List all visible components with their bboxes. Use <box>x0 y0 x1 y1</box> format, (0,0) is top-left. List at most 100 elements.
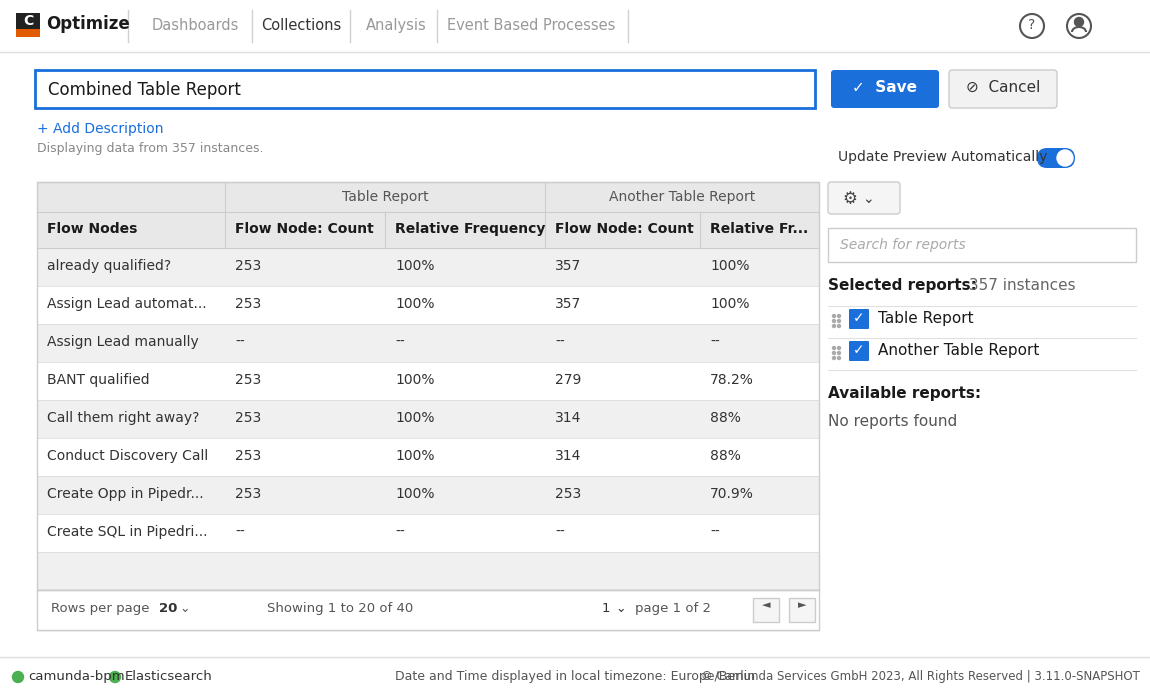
Text: Combined Table Report: Combined Table Report <box>48 81 240 99</box>
Circle shape <box>837 351 841 354</box>
Text: 253: 253 <box>235 297 261 311</box>
Bar <box>34 70 815 108</box>
Text: --: -- <box>710 525 720 539</box>
Text: 253: 253 <box>235 259 261 273</box>
Circle shape <box>833 325 836 328</box>
Text: 88%: 88% <box>710 449 741 463</box>
Text: Relative Fr...: Relative Fr... <box>710 222 808 236</box>
Text: Create Opp in Pipedr...: Create Opp in Pipedr... <box>47 487 204 501</box>
Text: BANT qualified: BANT qualified <box>47 373 150 387</box>
Bar <box>37 212 819 248</box>
Text: + Add Description: + Add Description <box>37 122 163 136</box>
Bar <box>37 182 819 212</box>
Text: 100%: 100% <box>394 259 435 273</box>
FancyBboxPatch shape <box>831 70 940 108</box>
Text: © Camunda Services GmbH 2023, All Rights Reserved | 3.11.0-SNAPSHOT: © Camunda Services GmbH 2023, All Rights… <box>702 670 1140 683</box>
Bar <box>37 552 819 590</box>
Text: Event Based Processes: Event Based Processes <box>447 18 615 33</box>
Text: Optimize: Optimize <box>46 15 130 33</box>
Text: No reports found: No reports found <box>828 414 957 429</box>
Text: Another Table Report: Another Table Report <box>608 190 756 204</box>
Text: Another Table Report: Another Table Report <box>877 343 1040 358</box>
Bar <box>37 590 819 630</box>
Bar <box>37 286 819 324</box>
Text: Showing 1 to 20 of 40: Showing 1 to 20 of 40 <box>267 602 413 615</box>
Text: 100%: 100% <box>710 259 750 273</box>
Text: 100%: 100% <box>394 449 435 463</box>
Text: 88%: 88% <box>710 411 741 425</box>
Text: Dashboards: Dashboards <box>152 18 239 33</box>
Text: ?: ? <box>1028 18 1036 32</box>
FancyBboxPatch shape <box>849 309 869 329</box>
Text: Table Report: Table Report <box>877 311 974 326</box>
Text: Call them right away?: Call them right away? <box>47 411 199 425</box>
Text: 357: 357 <box>555 297 581 311</box>
Text: 20: 20 <box>159 602 177 615</box>
Circle shape <box>1057 150 1073 166</box>
Text: ⌄: ⌄ <box>862 192 874 206</box>
Text: 253: 253 <box>235 449 261 463</box>
Bar <box>37 514 819 552</box>
FancyBboxPatch shape <box>828 182 900 214</box>
Text: Table Report: Table Report <box>342 190 428 204</box>
Bar <box>16 13 40 37</box>
Text: --: -- <box>555 525 565 539</box>
Text: camunda-bpm: camunda-bpm <box>28 670 124 683</box>
Text: Selected reports:: Selected reports: <box>828 278 976 293</box>
Text: ✓  Save: ✓ Save <box>852 80 918 95</box>
Circle shape <box>837 346 841 349</box>
Text: 314: 314 <box>555 449 582 463</box>
Text: 100%: 100% <box>394 297 435 311</box>
Text: Collections: Collections <box>261 18 342 33</box>
Text: 253: 253 <box>555 487 581 501</box>
Circle shape <box>1074 18 1083 27</box>
Text: Displaying data from 357 instances.: Displaying data from 357 instances. <box>37 142 263 155</box>
Text: 70.9%: 70.9% <box>710 487 754 501</box>
Text: C: C <box>23 14 33 28</box>
Text: ⊘  Cancel: ⊘ Cancel <box>966 80 1041 95</box>
Text: 314: 314 <box>555 411 582 425</box>
Bar <box>0 657 1150 700</box>
Text: 279: 279 <box>555 373 582 387</box>
Text: 100%: 100% <box>394 373 435 387</box>
Text: Flow Node: Count: Flow Node: Count <box>555 222 693 236</box>
Bar <box>37 362 819 400</box>
Text: Create SQL in Pipedri...: Create SQL in Pipedri... <box>47 525 207 539</box>
Bar <box>0 0 1150 52</box>
Bar <box>37 324 819 362</box>
Text: already qualified?: already qualified? <box>47 259 171 273</box>
Text: ►: ► <box>798 600 806 610</box>
Circle shape <box>837 319 841 323</box>
Text: 357: 357 <box>555 259 581 273</box>
Text: 253: 253 <box>235 411 261 425</box>
Text: 357 instances: 357 instances <box>964 278 1075 293</box>
Text: --: -- <box>555 335 565 349</box>
Bar <box>37 476 819 514</box>
Text: Flow Nodes: Flow Nodes <box>47 222 137 236</box>
Circle shape <box>837 314 841 318</box>
Bar <box>16 29 40 37</box>
Text: Flow Node: Count: Flow Node: Count <box>235 222 374 236</box>
Text: Conduct Discovery Call: Conduct Discovery Call <box>47 449 208 463</box>
Text: Assign Lead automat...: Assign Lead automat... <box>47 297 207 311</box>
Bar <box>789 598 815 622</box>
Circle shape <box>13 671 23 682</box>
Text: 100%: 100% <box>394 411 435 425</box>
Text: Assign Lead manually: Assign Lead manually <box>47 335 199 349</box>
Circle shape <box>833 351 836 354</box>
Text: ⌄: ⌄ <box>615 602 626 615</box>
Text: Available reports:: Available reports: <box>828 386 981 401</box>
Text: Update Preview Automatically: Update Preview Automatically <box>838 150 1048 164</box>
Text: 100%: 100% <box>394 487 435 501</box>
Text: ⌄: ⌄ <box>179 602 190 615</box>
Text: ✓: ✓ <box>853 311 865 325</box>
Text: --: -- <box>235 335 245 349</box>
Circle shape <box>837 356 841 360</box>
Text: --: -- <box>710 335 720 349</box>
Text: --: -- <box>394 335 405 349</box>
Text: ✓: ✓ <box>853 343 865 357</box>
FancyBboxPatch shape <box>1037 148 1075 168</box>
Text: Analysis: Analysis <box>366 18 427 33</box>
Text: Relative Frequency: Relative Frequency <box>394 222 545 236</box>
FancyBboxPatch shape <box>949 70 1057 108</box>
